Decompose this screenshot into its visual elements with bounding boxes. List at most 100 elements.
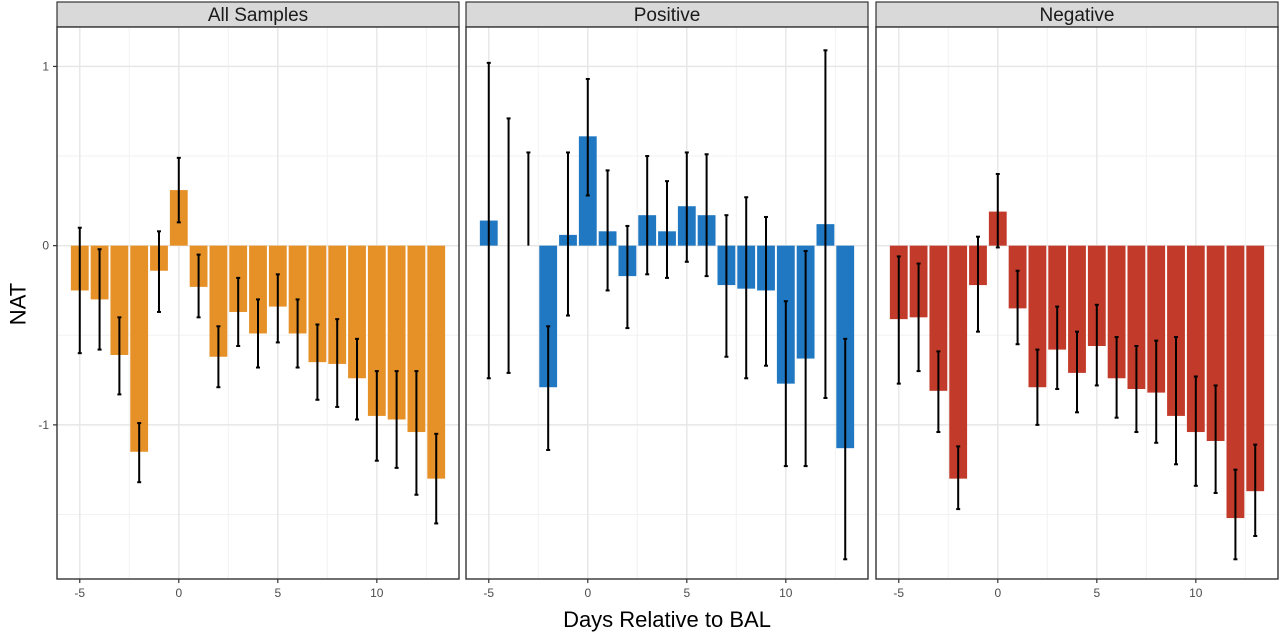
x-tick-label: 10 [779,586,793,600]
panel-title: All Samples [208,5,308,26]
error-bar [783,300,788,468]
error-bar [1114,336,1119,419]
error-bar [295,298,300,369]
panel-border [875,26,1279,580]
bar [1068,245,1086,373]
panel-border [56,26,460,580]
error-bar [176,156,181,224]
x-axis-title: Days Relative to BAL [563,607,771,632]
error-bar [1134,345,1139,434]
x-tick-label: 5 [274,586,281,600]
bar [367,245,386,416]
bar [407,245,426,433]
error-bar [546,325,551,451]
error-bar [823,49,828,399]
panel-1: Positive -5 0 5 10 [465,1,869,600]
error-bar [77,226,82,355]
x-tick-label: -5 [74,586,85,600]
error-bar [335,318,340,408]
x-tick-label: 0 [584,586,591,600]
error-bar [526,151,531,246]
error-bar [605,169,610,292]
error-bar [1233,468,1238,561]
bar [1107,245,1126,379]
error-bar [275,273,280,344]
panel-2: Negative -5 0 5 10 [875,1,1279,600]
bar [110,245,129,355]
error-bar [1154,339,1159,444]
panel-0: All Samples -5 0 5 10 -1 0 1 [38,1,460,600]
panel-strip [465,1,869,28]
error-bar [394,370,399,469]
panel-border [465,26,869,580]
bar [387,245,406,420]
error-bar [704,153,709,278]
error-bar [1174,336,1179,466]
error-bar [196,253,201,319]
error-bar [374,370,379,462]
y-tick-label: 1 [42,59,49,73]
x-tick-label: 10 [1189,586,1203,600]
bar [1127,245,1146,390]
error-bar [97,248,102,351]
panel-title: Negative [1040,5,1115,26]
bar [1147,245,1166,393]
bar [1167,245,1185,416]
bar [1186,245,1205,433]
error-bar [764,215,769,367]
error-bar [803,250,808,468]
bar [1087,245,1106,347]
panel-title: Positive [634,5,701,26]
x-tick-label: 5 [683,586,690,600]
bar [209,245,228,357]
error-bar [744,196,749,380]
y-tick-label: -1 [38,418,49,432]
error-bar [975,235,980,333]
error-bar [355,337,360,421]
bar [1246,245,1265,492]
bar [949,245,968,479]
error-bar [117,316,122,396]
error-bar [936,350,941,434]
error-bar [896,255,901,385]
error-bar [216,325,221,389]
error-bar [1213,384,1218,494]
error-bar [1055,305,1060,391]
x-tick-label: 0 [994,586,1001,600]
error-bar [315,323,320,401]
bar [249,245,267,334]
error-bar [1015,269,1020,346]
error-bar [625,224,630,330]
error-bar [256,298,260,369]
bar [308,245,327,363]
panel-strip [56,1,460,28]
x-tick-label: 10 [370,586,384,600]
bar [1226,245,1245,519]
error-bar [1094,303,1099,387]
error-bar [434,432,439,525]
bar [328,245,347,364]
error-bar [995,172,1000,249]
panel-strip [875,1,1279,28]
error-bar [565,151,570,317]
error-bar [916,262,921,373]
error-bar [684,151,689,263]
y-axis-title: NAT [6,283,31,325]
error-bar [1035,348,1040,426]
bar [427,245,446,479]
bar [1048,245,1067,350]
bar [539,245,558,388]
error-bar [137,422,142,484]
error-bar [1075,330,1079,414]
error-bar [1253,443,1258,537]
error-bar [1193,375,1198,487]
error-bar [956,445,961,511]
bar [130,245,149,452]
error-bar [236,276,241,348]
error-bar [645,155,650,276]
error-bar [156,230,161,313]
error-bar [506,117,511,374]
bar [1206,245,1225,441]
x-tick-label: -5 [893,586,904,600]
